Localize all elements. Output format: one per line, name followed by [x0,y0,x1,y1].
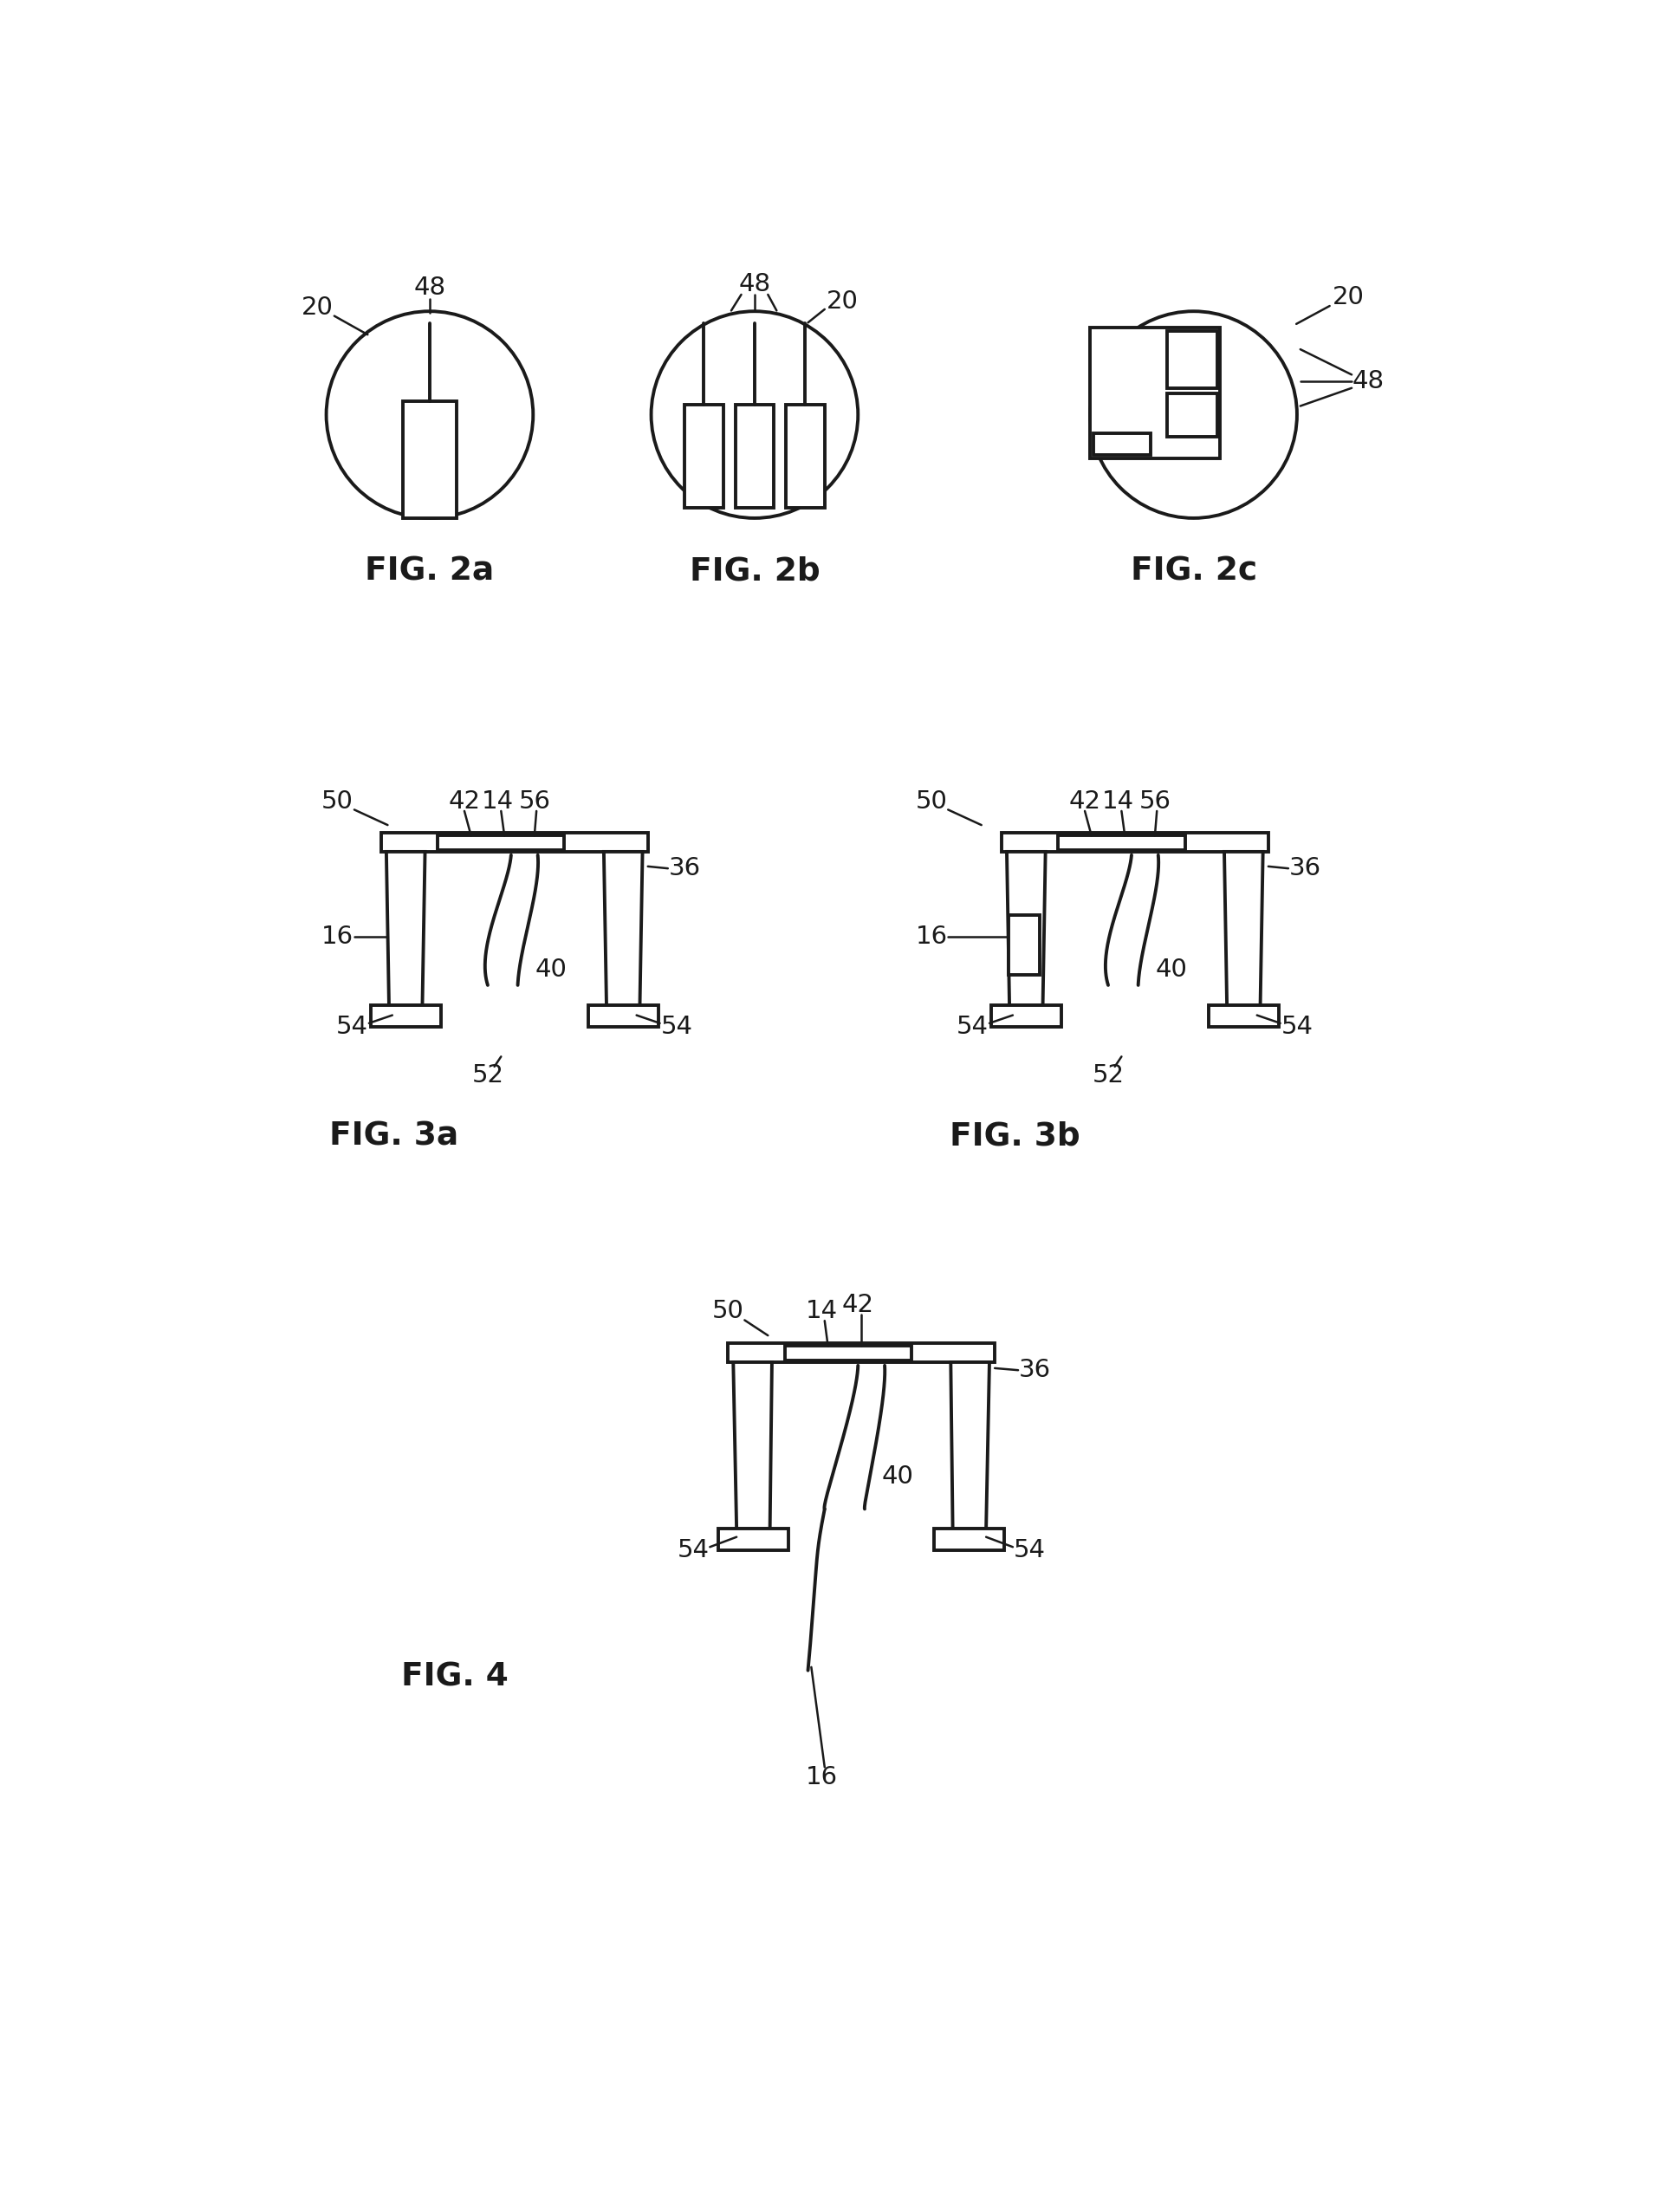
Text: 54: 54 [677,1538,709,1562]
Bar [1058,836,1184,851]
Circle shape [1090,311,1297,519]
Bar [438,836,564,851]
Text: 16: 16 [321,923,354,950]
Text: 20: 20 [1332,284,1364,309]
Bar [727,1343,995,1363]
Text: 48: 48 [739,271,771,295]
Bar [1208,1004,1278,1026]
Text: 36: 36 [669,856,701,880]
Text: 16: 16 [916,923,948,950]
Text: 14: 14 [805,1300,837,1324]
Bar [1001,834,1268,851]
Bar [371,1004,440,1026]
Text: FIG. 3a: FIG. 3a [329,1120,459,1153]
Text: 50: 50 [916,790,948,814]
Bar [403,400,457,519]
Polygon shape [951,1363,990,1529]
Text: FIG. 2a: FIG. 2a [365,556,494,586]
Circle shape [652,311,858,519]
Polygon shape [386,851,425,1004]
Text: 42: 42 [842,1293,874,1317]
Text: 54: 54 [660,1015,692,1039]
Text: FIG. 4: FIG. 4 [402,1661,507,1694]
Text: FIG. 2c: FIG. 2c [1131,556,1257,586]
Text: 20: 20 [302,295,334,319]
Bar [786,405,825,508]
Text: FIG. 3b: FIG. 3b [949,1120,1080,1153]
Polygon shape [603,851,642,1004]
Bar [736,405,774,508]
Text: 50: 50 [712,1300,744,1324]
Text: 40: 40 [882,1464,914,1490]
Text: 56: 56 [519,790,551,814]
Polygon shape [732,1363,771,1529]
Text: 40: 40 [1156,958,1188,982]
Text: 14: 14 [1102,790,1134,814]
Bar [1094,433,1151,455]
Bar [381,834,648,851]
Text: 54: 54 [956,1015,990,1039]
Bar [785,1346,911,1361]
Bar [719,1529,788,1551]
Bar [1090,328,1220,457]
Text: 40: 40 [536,958,568,982]
Text: 52: 52 [1092,1063,1124,1087]
Circle shape [326,311,533,519]
Text: 36: 36 [1289,856,1320,880]
Text: 16: 16 [805,1766,837,1790]
Text: 36: 36 [1018,1359,1052,1383]
Bar [934,1529,1005,1551]
Text: 56: 56 [1139,790,1171,814]
Polygon shape [1225,851,1263,1004]
Text: 14: 14 [482,790,514,814]
Bar [1168,394,1216,438]
Text: 54: 54 [1280,1015,1314,1039]
Bar [1168,330,1216,387]
Bar [684,405,722,508]
Text: 48: 48 [1352,370,1384,394]
Text: 42: 42 [449,790,480,814]
Polygon shape [1006,851,1045,1004]
Text: 54: 54 [336,1015,368,1039]
Text: FIG. 2b: FIG. 2b [689,556,820,586]
Bar [588,1004,659,1026]
Text: 50: 50 [321,790,353,814]
Text: 20: 20 [827,289,858,313]
Bar [991,1004,1062,1026]
Bar [1008,915,1040,976]
Text: 42: 42 [1068,790,1100,814]
Text: 52: 52 [472,1063,504,1087]
Text: 54: 54 [1013,1538,1045,1562]
Text: 48: 48 [413,276,445,300]
